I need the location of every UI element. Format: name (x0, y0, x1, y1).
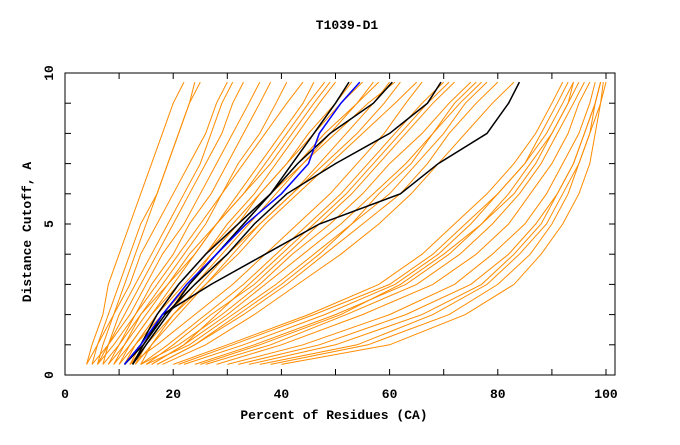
model-curve-29 (151, 81, 450, 365)
highlight-curve-2 (123, 81, 442, 365)
model-curve-39 (270, 82, 604, 365)
model-curve-3 (102, 81, 244, 365)
model-curve-34 (194, 81, 580, 365)
model-curve-1 (91, 81, 196, 365)
model-curve-19 (134, 81, 418, 365)
best-curve (123, 81, 361, 365)
model-curve-7 (97, 81, 304, 365)
model-curve-17 (140, 81, 401, 365)
model-curve-0 (86, 81, 185, 365)
model-curve-23 (140, 81, 445, 365)
model-curve-42 (237, 81, 602, 365)
model-curve-37 (227, 81, 596, 365)
model-curve-21 (97, 81, 234, 365)
y-tick-label: 10 (42, 65, 57, 81)
x-axis-label: Percent of Residues (CA) (240, 408, 427, 423)
model-curve-6 (113, 81, 288, 365)
model-curve-22 (129, 81, 423, 365)
highlight-curve-3 (123, 81, 393, 365)
model-curve-40 (281, 81, 607, 365)
highlight-curve-0 (131, 81, 350, 365)
model-curve-33 (183, 81, 569, 365)
model-curve-43 (200, 81, 574, 365)
model-curve-5 (107, 81, 272, 365)
model-curve-25 (140, 81, 472, 365)
y-axis-label: Distance Cutoff, A (20, 162, 35, 303)
model-curve-4 (91, 81, 261, 365)
model-curve-13 (113, 81, 363, 365)
model-curve-2 (97, 81, 228, 365)
model-curve-28 (156, 81, 499, 365)
y-tick-labels: 0 5 10 (42, 65, 57, 379)
x-tick-label: 0 (61, 387, 69, 402)
chart-title: T1039-D1 (316, 18, 379, 33)
model-curve-41 (259, 81, 602, 365)
model-curve-16 (129, 81, 390, 365)
x-tick-label: 40 (274, 387, 290, 402)
x-tick-label: 20 (165, 387, 181, 402)
x-tick-labels: 0 20 40 60 80 100 (61, 387, 618, 402)
model-curve-20 (86, 81, 201, 365)
x-tick-label: 100 (594, 387, 618, 402)
model-curve-44 (178, 81, 574, 365)
model-curve-31 (156, 81, 482, 365)
axis-ticks (64, 72, 615, 376)
model-curve-36 (216, 81, 591, 365)
model-curve-26 (151, 81, 477, 365)
y-tick-label: 5 (42, 220, 57, 228)
model-curve-30 (162, 81, 515, 365)
model-curve-38 (248, 81, 602, 365)
model-curve-32 (173, 81, 564, 365)
plot-frame (64, 72, 616, 376)
x-tick-label: 80 (490, 387, 506, 402)
model-curve-35 (205, 81, 585, 365)
series-group (86, 81, 607, 365)
x-tick-label: 60 (382, 387, 398, 402)
y-tick-label: 0 (42, 371, 57, 379)
model-curve-11 (102, 81, 331, 365)
